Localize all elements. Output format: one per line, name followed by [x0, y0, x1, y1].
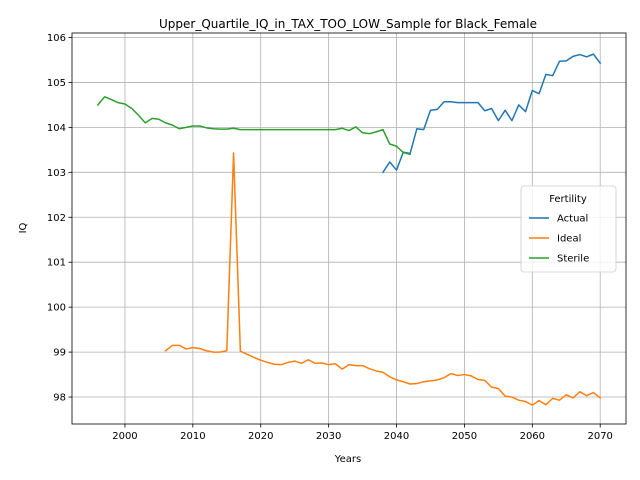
y-axis-label: IQ [18, 222, 29, 233]
chart-title: Upper_Quartile_IQ_in_TAX_TOO_LOW_Sample … [159, 17, 537, 31]
y-tick-label: 104 [47, 123, 66, 134]
x-tick-label: 2010 [180, 431, 205, 442]
y-tick-label: 100 [47, 303, 66, 314]
x-tick-label: 2060 [520, 431, 545, 442]
y-tick-label: 106 [47, 33, 66, 44]
x-tick-label: 2020 [248, 431, 273, 442]
legend: Fertility Actual Ideal Sterile [520, 185, 617, 273]
y-tick-label: 98 [53, 393, 66, 404]
legend-box [520, 185, 617, 273]
x-axis-label: Years [334, 454, 361, 465]
series-line-actual [381, 53, 602, 174]
y-axis-ticks: 98 99 100 101 102 103 104 105 106 [47, 33, 72, 404]
legend-items: Actual Ideal Sterile [529, 214, 589, 265]
x-tick-label: 2000 [112, 431, 137, 442]
series-line-sterile [96, 96, 412, 156]
plot-frame [71, 32, 627, 425]
x-tick-label: 2070 [587, 431, 612, 442]
legend-label-ideal: Ideal [557, 234, 581, 245]
x-tick-label: 2030 [316, 431, 341, 442]
legend-label-actual: Actual [557, 214, 588, 225]
x-tick-label: 2050 [452, 431, 477, 442]
x-tick-label: 2040 [384, 431, 409, 442]
y-tick-label: 99 [53, 348, 66, 359]
series-lines [96, 53, 602, 406]
legend-label-sterile: Sterile [557, 254, 589, 265]
y-tick-label: 103 [47, 168, 66, 179]
y-tick-label: 102 [47, 213, 66, 224]
y-tick-label: 105 [47, 78, 66, 89]
series-line-ideal [164, 152, 602, 406]
x-axis-ticks: 2000 2010 2020 2030 2040 2050 2060 2070 [112, 424, 613, 442]
legend-title: Fertility [549, 194, 587, 205]
y-tick-label: 101 [47, 258, 66, 269]
